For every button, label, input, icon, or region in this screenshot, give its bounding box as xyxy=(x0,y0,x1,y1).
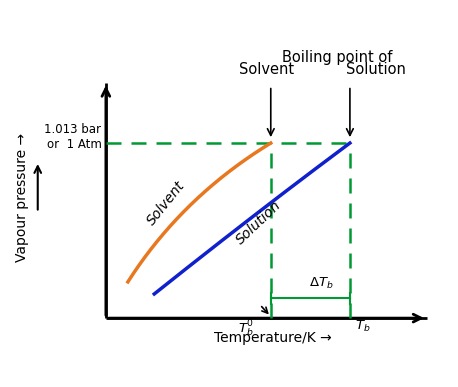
Text: Solvent: Solvent xyxy=(239,62,294,77)
Text: Solvent: Solvent xyxy=(144,178,188,228)
Text: Vapour pressure →: Vapour pressure → xyxy=(16,133,29,262)
Text: Solution: Solution xyxy=(234,199,284,248)
Text: Solution: Solution xyxy=(346,62,406,77)
Text: Boiling point of: Boiling point of xyxy=(282,50,392,65)
Text: $\Delta T_b$: $\Delta T_b$ xyxy=(309,276,333,291)
Text: $T_b$: $T_b$ xyxy=(355,319,371,334)
Text: 1.013 bar
or  1 Atm: 1.013 bar or 1 Atm xyxy=(44,123,102,151)
Text: Temperature/K →: Temperature/K → xyxy=(214,331,332,345)
Text: $T_b^0$: $T_b^0$ xyxy=(239,319,255,339)
